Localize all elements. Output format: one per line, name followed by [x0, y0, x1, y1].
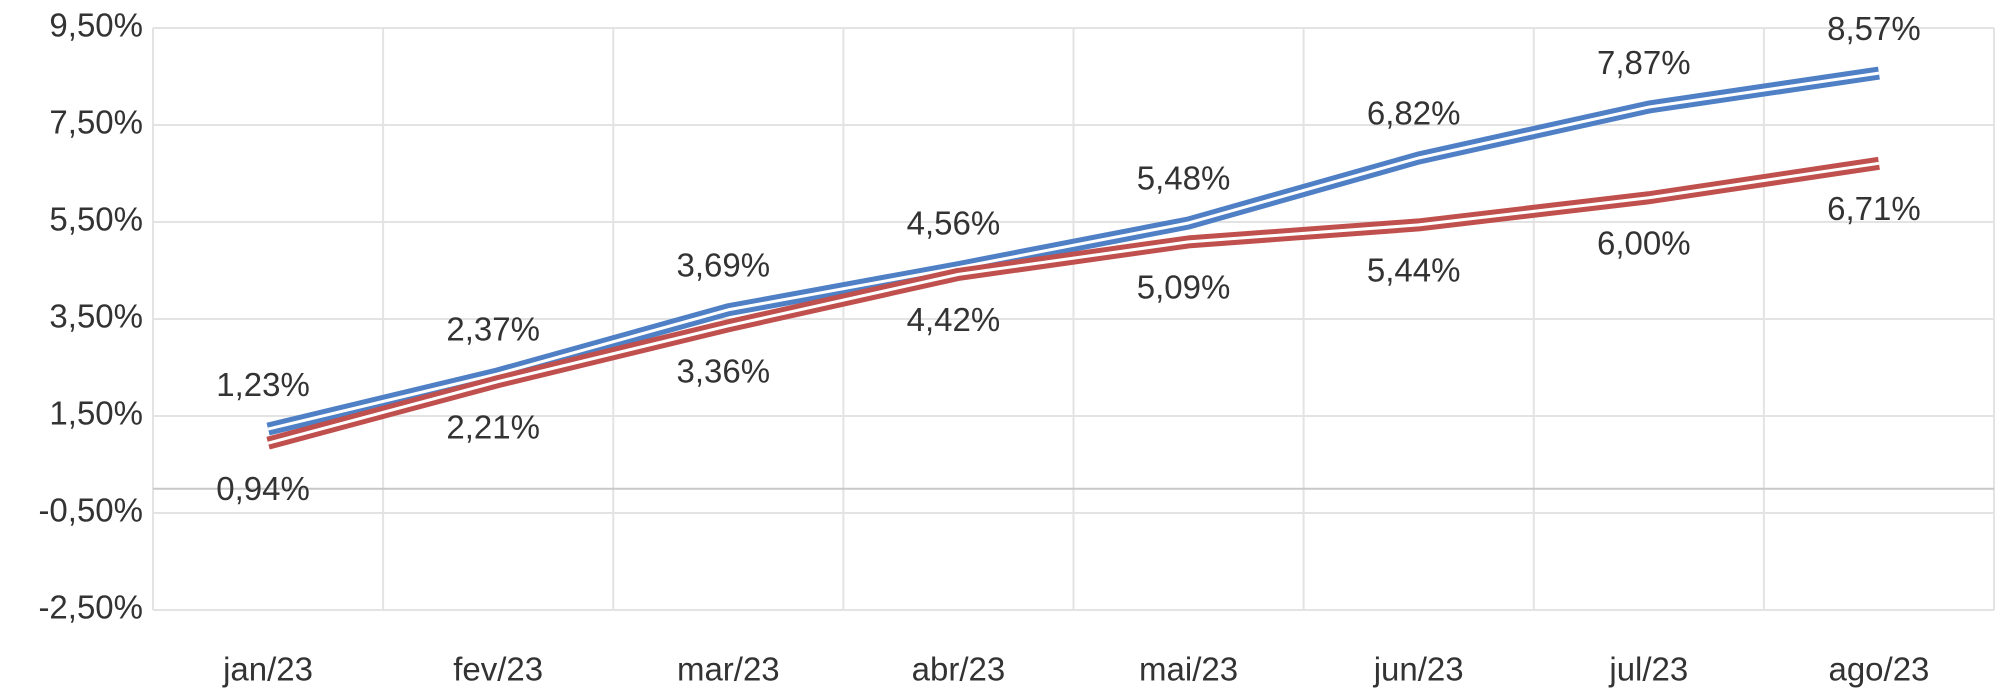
data-label: 3,69% — [677, 247, 771, 284]
y-tick-label: 7,50% — [49, 104, 143, 141]
data-label: 5,48% — [1137, 160, 1231, 197]
x-tick-label: jun/23 — [1373, 651, 1464, 688]
series-line-highlight — [267, 161, 1880, 445]
y-tick-label: 1,50% — [49, 395, 143, 432]
data-label: 7,87% — [1597, 44, 1691, 81]
x-tick-label: jul/23 — [1608, 651, 1688, 688]
data-label: 3,36% — [677, 353, 771, 390]
data-label: 0,94% — [216, 470, 310, 507]
series-line-highlight — [267, 71, 1880, 431]
data-label: 1,23% — [216, 366, 310, 403]
x-tick-label: abr/23 — [912, 651, 1006, 688]
data-label: 6,82% — [1367, 95, 1461, 132]
data-label: 2,37% — [446, 311, 540, 348]
y-tick-label: 3,50% — [49, 298, 143, 335]
data-label: 6,00% — [1597, 224, 1691, 261]
data-label: 5,09% — [1137, 269, 1231, 306]
data-label: 2,21% — [446, 408, 540, 445]
data-label: 5,44% — [1367, 252, 1461, 289]
x-tick-label: mar/23 — [677, 651, 780, 688]
y-tick-label: -2,50% — [38, 589, 143, 626]
data-label: 4,56% — [907, 204, 1001, 241]
y-tick-label: 9,50% — [49, 7, 143, 44]
x-tick-label: fev/23 — [453, 651, 543, 688]
data-label: 8,57% — [1827, 10, 1921, 47]
data-label: 4,42% — [907, 301, 1001, 338]
x-tick-label: jan/23 — [222, 651, 313, 688]
x-tick-label: ago/23 — [1828, 651, 1929, 688]
y-tick-label: -0,50% — [38, 492, 143, 529]
y-tick-label: 5,50% — [49, 201, 143, 238]
data-label: 6,71% — [1827, 190, 1921, 227]
x-tick-label: mai/23 — [1139, 651, 1238, 688]
